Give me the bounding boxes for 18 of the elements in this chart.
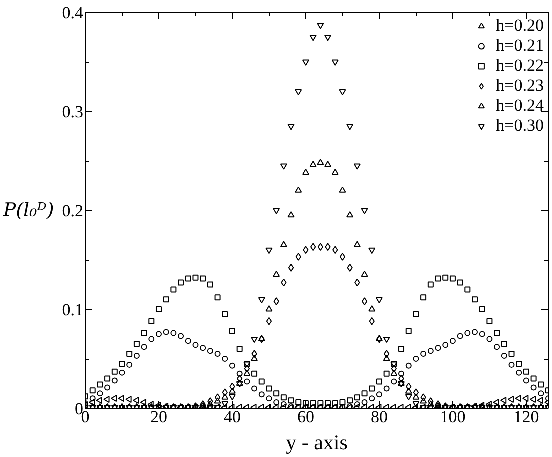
legend-label: h=0.23 [496,76,544,96]
y-axis-title: P(l₀ᴰ) [2,200,54,222]
legend-label: h=0.21 [496,36,544,56]
y-tick-label: 0.2 [62,202,84,220]
x-tick-label: 100 [440,408,466,426]
legend-label: h=0.20 [496,16,544,36]
x-tick-label: 120 [514,408,540,426]
legend-label: h=0.24 [496,96,544,116]
legend-label: h=0.30 [496,116,544,136]
x-axis-title: y - axis [286,430,348,454]
x-tick-label: 80 [370,408,388,426]
x-tick-label: 40 [224,408,241,426]
x-tick-label: 60 [297,408,314,426]
y-tick-label: 0.3 [62,102,84,122]
legend-label: h=0.22 [496,56,544,76]
x-tick-label: 20 [150,408,168,426]
y-tick-label: 0.4 [62,4,84,22]
y-tick-label: 0.1 [62,300,84,320]
